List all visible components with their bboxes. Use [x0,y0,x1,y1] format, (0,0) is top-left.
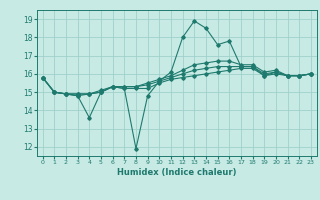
X-axis label: Humidex (Indice chaleur): Humidex (Indice chaleur) [117,168,236,177]
